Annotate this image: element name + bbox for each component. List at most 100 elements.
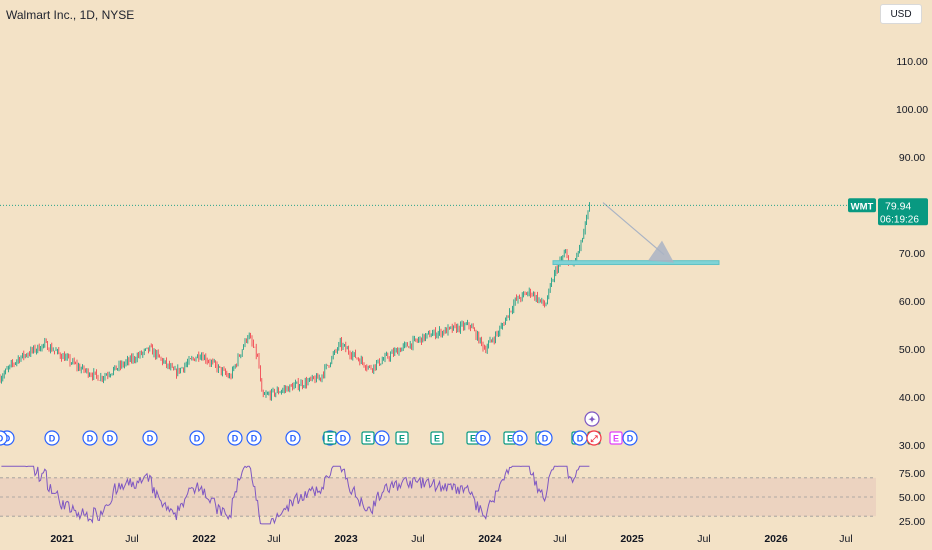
- time-tick-label: 2024: [478, 533, 502, 545]
- marker-letter: E: [365, 434, 371, 444]
- marker-circle: [82, 430, 98, 446]
- price-tick-label: 90.00: [899, 152, 925, 164]
- time-tick-label: 2026: [764, 533, 788, 545]
- support-zone-rectangle[interactable]: [552, 260, 720, 266]
- marker-letter: E: [470, 434, 476, 444]
- marker-circle: [246, 430, 262, 446]
- rsi-tick-label: 25.00: [899, 516, 925, 528]
- split-marker[interactable]: ⤢: [586, 430, 602, 446]
- marker-letter: D: [627, 434, 634, 444]
- price-axis[interactable]: 110.00 100.00 90.00 70.00 60.00 50.00 40.00 30.…: [896, 56, 928, 452]
- dividend-marker[interactable]: D: [572, 430, 588, 446]
- rsi-pane[interactable]: [0, 465, 876, 525]
- marker-circle: [335, 430, 351, 446]
- news-marker[interactable]: ✦: [584, 411, 600, 427]
- marker-letter: D: [232, 434, 239, 444]
- dividend-marker[interactable]: D: [512, 430, 528, 446]
- marker-letter: D: [194, 434, 201, 444]
- marker-letter: D: [107, 434, 114, 444]
- earnings-badge: [430, 431, 444, 445]
- marker-circle: [537, 430, 553, 446]
- time-tick-label: 2025: [620, 533, 644, 545]
- dividend-marker[interactable]: D: [227, 430, 243, 446]
- rsi-line[interactable]: [1, 465, 590, 525]
- drawing-annotations[interactable]: [0, 202, 876, 266]
- dividend-marker[interactable]: D: [0, 430, 8, 446]
- marker-letter: ⤢: [589, 434, 597, 444]
- marker-letter: D: [577, 434, 584, 444]
- dividend-marker[interactable]: D: [82, 430, 98, 446]
- price-tick-label: 110.00: [896, 56, 927, 68]
- marker-letter: E: [434, 434, 440, 444]
- time-tick-label: Jul: [125, 533, 138, 545]
- dividend-marker[interactable]: D: [335, 430, 351, 446]
- earnings-marker[interactable]: E: [395, 431, 409, 445]
- earnings-marker[interactable]: E: [323, 431, 337, 445]
- event-markers[interactable]: DDDDDDDDDDEEEEEEEEEDDDDDDD⤢✦ED: [0, 411, 638, 446]
- marker-circle: [512, 430, 528, 446]
- marker-letter: D: [290, 434, 297, 444]
- marker-letter: E: [327, 434, 333, 444]
- marker-letter: E: [507, 434, 513, 444]
- earnings-badge: [395, 431, 409, 445]
- dividend-marker[interactable]: D: [44, 430, 60, 446]
- marker-circle: [622, 430, 638, 446]
- marker-letter: D: [542, 434, 549, 444]
- price-tick-label: 40.00: [899, 392, 925, 404]
- price-tick-label: 60.00: [899, 296, 925, 308]
- arrow-line[interactable]: [602, 202, 665, 256]
- earnings-marker[interactable]: E: [430, 431, 444, 445]
- time-tick-label: Jul: [553, 533, 566, 545]
- dividend-marker[interactable]: D: [475, 430, 491, 446]
- marker-letter: D: [340, 434, 347, 444]
- marker-letter: E: [399, 434, 405, 444]
- marker-letter: D: [87, 434, 94, 444]
- dividend-marker[interactable]: D: [374, 430, 390, 446]
- dividend-marker[interactable]: D: [142, 430, 158, 446]
- time-tick-label: Jul: [697, 533, 710, 545]
- rsi-axis[interactable]: 75.00 50.00 25.00: [899, 468, 925, 528]
- symbol-label: WMT: [851, 201, 874, 212]
- marker-letter: E: [613, 434, 619, 444]
- rsi-tick-label: 50.00: [899, 492, 925, 504]
- price-tick-label: 100.00: [896, 104, 928, 116]
- marker-circle: [586, 430, 602, 446]
- marker-letter: D: [379, 434, 386, 444]
- price-tick-label: 50.00: [899, 344, 925, 356]
- currency-button[interactable]: USD: [880, 4, 922, 24]
- time-tick-label: Jul: [267, 533, 280, 545]
- marker-circle: [374, 430, 390, 446]
- marker-letter: D: [480, 434, 487, 444]
- dividend-marker[interactable]: D: [285, 430, 301, 446]
- earnings-marker[interactable]: E: [361, 431, 375, 445]
- marker-circle: [227, 430, 243, 446]
- price-tag: [878, 198, 928, 226]
- marker-letter: D: [517, 434, 524, 444]
- marker-letter: D: [251, 434, 258, 444]
- time-axis[interactable]: 2021 Jul 2022 Jul 2023 Jul 2024 Jul 2025 Jul 2026 J…: [50, 533, 852, 545]
- dividend-marker[interactable]: D: [622, 430, 638, 446]
- last-price-label: WMT 79.94 06:19:26: [848, 198, 928, 226]
- earnings-badge: [361, 431, 375, 445]
- price-tick-label: 30.00: [899, 440, 925, 452]
- marker-letter: D: [0, 434, 4, 444]
- earnings-upcoming-marker[interactable]: E: [609, 431, 623, 445]
- symbol-tag: [848, 198, 876, 213]
- time-tick-label: Jul: [839, 533, 852, 545]
- marker-letter: D: [147, 434, 154, 444]
- marker-circle: [584, 411, 600, 427]
- earnings-badge: [609, 431, 623, 445]
- bar-countdown: 06:19:26: [880, 214, 919, 225]
- dividend-marker[interactable]: D: [102, 430, 118, 446]
- dividend-marker[interactable]: D: [246, 430, 262, 446]
- time-tick-label: 2023: [334, 533, 358, 545]
- marker-circle: [189, 430, 205, 446]
- dividend-marker[interactable]: D: [537, 430, 553, 446]
- chart-title[interactable]: Walmart Inc., 1D, NYSE: [6, 8, 135, 22]
- marker-circle: [475, 430, 491, 446]
- price-tick-label: 70.00: [899, 248, 925, 260]
- marker-circle: [285, 430, 301, 446]
- dividend-marker[interactable]: D: [189, 430, 205, 446]
